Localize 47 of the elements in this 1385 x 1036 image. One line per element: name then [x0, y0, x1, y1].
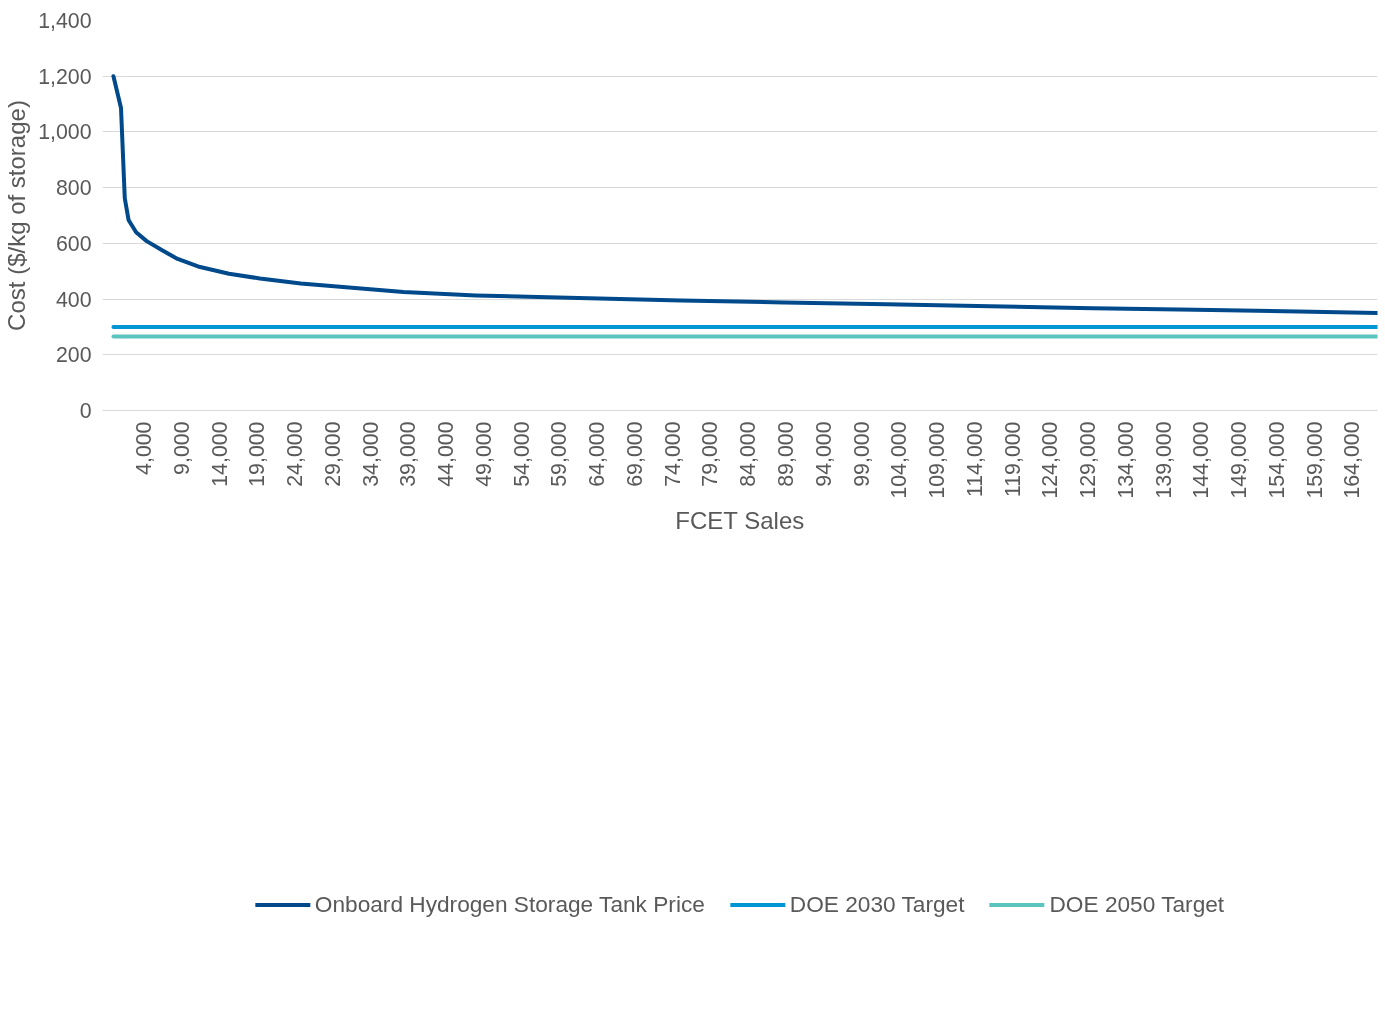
x-tick-label: 24,000: [283, 421, 308, 487]
x-axis-title: FCET Sales: [675, 506, 805, 534]
x-tick-label: 39,000: [396, 421, 421, 487]
x-tick-label: 54,000: [509, 421, 534, 487]
x-tick-label: 164,000: [1340, 421, 1365, 499]
legend-label: DOE 2050 Target: [1049, 890, 1225, 918]
y-tick-label: 0: [79, 399, 92, 423]
x-tick-label: 69,000: [622, 421, 647, 487]
y-tick-label: 200: [55, 343, 92, 368]
x-tick-label: 89,000: [774, 421, 798, 487]
x-tick-label: 74,000: [660, 421, 685, 487]
x-tick-label: 94,000: [811, 421, 836, 487]
x-tick-label: 9,000: [169, 421, 194, 475]
y-tick-label: 600: [55, 231, 92, 256]
y-axis-title: Cost ($/kg of storage): [3, 100, 31, 331]
x-tick-label: 99,000: [849, 421, 874, 487]
y-tick-label: 1,000: [38, 120, 92, 145]
x-tick-label: 29,000: [320, 421, 345, 487]
x-tick-label: 34,000: [358, 421, 383, 487]
x-tick-label: 139,000: [1151, 421, 1176, 499]
x-tick-label: 49,000: [471, 421, 496, 487]
x-tick-label: 14,000: [207, 421, 232, 487]
x-tick-label: 84,000: [736, 421, 761, 487]
x-tick-label: 159,000: [1302, 421, 1327, 499]
x-tick-label: 144,000: [1189, 421, 1214, 499]
x-tick-label: 149,000: [1227, 421, 1252, 499]
legend-label: DOE 2030 Target: [789, 890, 965, 918]
x-tick-label: 129,000: [1076, 421, 1101, 499]
x-tick-label: 19,000: [245, 421, 270, 487]
x-tick-label: 109,000: [925, 421, 950, 499]
x-tick-label: 124,000: [1038, 421, 1063, 499]
x-tick-label: 119,000: [1000, 421, 1025, 498]
x-tick-label: 114,000: [962, 421, 987, 498]
line-series: [111, 74, 1378, 315]
x-tick-label: 79,000: [698, 421, 723, 487]
x-tick-label: 44,000: [434, 421, 459, 487]
x-tick-label: 134,000: [1113, 421, 1138, 499]
x-tick-label: 104,000: [887, 421, 912, 499]
legend-label: Onboard Hydrogen Storage Tank Price: [314, 890, 705, 918]
y-tick-label: 1,200: [38, 64, 92, 89]
y-tick-label: 1,400: [38, 9, 92, 33]
x-tick-label: 4,000: [132, 421, 157, 475]
x-tick-label: 59,000: [547, 421, 572, 487]
y-tick-label: 800: [55, 176, 92, 201]
x-tick-label: 64,000: [585, 421, 610, 487]
x-tick-label: 154,000: [1264, 421, 1289, 499]
y-tick-label: 400: [55, 287, 92, 312]
